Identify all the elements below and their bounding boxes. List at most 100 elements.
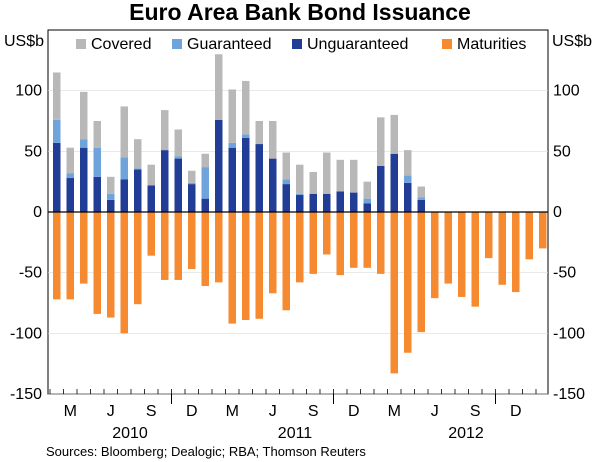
bar-covered xyxy=(120,106,128,158)
bar-covered xyxy=(174,129,182,157)
x-month-label: J xyxy=(431,403,439,420)
bar-unguaranteed xyxy=(309,193,317,212)
bar-maturities xyxy=(377,212,385,274)
bar-covered xyxy=(242,80,250,135)
bar-maturities xyxy=(296,212,304,283)
legend-label: Unguaranteed xyxy=(307,36,408,53)
bar-maturities xyxy=(444,212,452,284)
bar-guaranteed xyxy=(242,134,250,138)
bar-covered xyxy=(228,89,236,143)
bar-unguaranteed xyxy=(174,158,182,212)
source-note: Sources: Bloomberg; Dealogic; RBA; Thoms… xyxy=(46,444,366,459)
bar-guaranteed xyxy=(363,198,371,204)
x-month-label: M xyxy=(226,403,239,420)
bar-unguaranteed xyxy=(363,203,371,212)
bar-unguaranteed xyxy=(107,199,115,212)
bar-covered xyxy=(215,54,223,120)
legend-label: Covered xyxy=(91,36,151,53)
bar-unguaranteed xyxy=(377,165,385,212)
x-month-label: S xyxy=(470,403,481,420)
bar-unguaranteed xyxy=(255,144,263,212)
bar-guaranteed xyxy=(228,142,236,148)
bar-unguaranteed xyxy=(228,147,236,212)
bar-maturities xyxy=(242,212,250,320)
bar-maturities xyxy=(147,212,155,256)
bar-maturities xyxy=(161,212,169,280)
bar-maturities xyxy=(93,212,101,314)
y-tick-label-right: 50 xyxy=(553,143,571,160)
bar-maturities xyxy=(53,212,61,300)
bar-unguaranteed xyxy=(350,192,358,212)
bar-covered xyxy=(161,110,169,151)
bar-unguaranteed xyxy=(323,193,331,212)
bar-maturities xyxy=(431,212,439,299)
chart-title: Euro Area Bank Bond Issuance xyxy=(129,0,471,25)
bar-covered xyxy=(417,186,425,198)
legend-label: Guaranteed xyxy=(187,36,272,53)
legend-label: Maturities xyxy=(457,36,526,53)
bar-maturities xyxy=(228,212,236,324)
y-unit-left: US$b xyxy=(4,33,44,50)
bar-maturities xyxy=(485,212,493,259)
y-tick-label-right: 0 xyxy=(553,204,562,221)
bar-maturities xyxy=(269,212,277,294)
bar-guaranteed xyxy=(66,173,74,179)
legend-swatch xyxy=(292,39,302,49)
y-tick-label-right: -150 xyxy=(553,386,585,403)
bar-guaranteed xyxy=(107,193,115,200)
bar-guaranteed xyxy=(296,193,304,196)
bar-covered xyxy=(363,181,371,199)
bar-guaranteed xyxy=(404,175,412,183)
bar-covered xyxy=(53,72,61,120)
bar-maturities xyxy=(174,212,182,280)
y-tick-label-left: 50 xyxy=(24,143,42,160)
x-month-label: D xyxy=(186,403,198,420)
bar-maturities xyxy=(66,212,74,300)
bar-unguaranteed xyxy=(201,198,209,212)
bar-guaranteed xyxy=(134,168,142,170)
bar-guaranteed xyxy=(188,182,196,185)
bar-unguaranteed xyxy=(390,153,398,212)
bar-unguaranteed xyxy=(404,182,412,212)
bar-maturities xyxy=(525,212,533,260)
bar-guaranteed xyxy=(174,156,182,159)
bar-unguaranteed xyxy=(188,184,196,212)
bar-covered xyxy=(390,114,398,154)
bar-unguaranteed xyxy=(66,178,74,212)
bar-maturities xyxy=(350,212,358,268)
x-month-label: S xyxy=(308,403,319,420)
x-month-label: S xyxy=(146,403,157,420)
bar-covered xyxy=(188,170,196,183)
bar-maturities xyxy=(282,212,290,311)
bar-covered xyxy=(336,159,344,192)
bar-unguaranteed xyxy=(120,179,128,212)
bar-maturities xyxy=(336,212,344,276)
bar-maturities xyxy=(215,212,223,283)
y-tick-label-left: -50 xyxy=(19,265,42,282)
bar-maturities xyxy=(458,212,466,297)
x-month-label: M xyxy=(388,403,401,420)
bar-maturities xyxy=(134,212,142,305)
bar-unguaranteed xyxy=(161,150,169,212)
bar-covered xyxy=(201,153,209,168)
bar-maturities xyxy=(323,212,331,255)
bar-maturities xyxy=(255,212,263,319)
legend-swatch xyxy=(442,39,452,49)
bar-maturities xyxy=(120,212,128,334)
bar-guaranteed xyxy=(53,119,61,143)
bar-covered xyxy=(134,139,142,169)
y-tick-label-right: -100 xyxy=(553,325,585,342)
bar-unguaranteed xyxy=(242,137,250,212)
bar-guaranteed xyxy=(93,147,101,177)
bar-guaranteed xyxy=(282,179,290,185)
bar-unguaranteed xyxy=(53,142,61,212)
bar-unguaranteed xyxy=(336,191,344,212)
y-tick-label-left: 100 xyxy=(15,83,42,100)
bar-covered xyxy=(296,164,304,194)
x-year-label: 2010 xyxy=(112,425,148,442)
bar-maturities xyxy=(417,212,425,333)
bar-maturities xyxy=(539,212,547,249)
x-month-label: M xyxy=(64,403,77,420)
x-month-label: J xyxy=(107,403,115,420)
bar-guaranteed xyxy=(80,139,88,148)
